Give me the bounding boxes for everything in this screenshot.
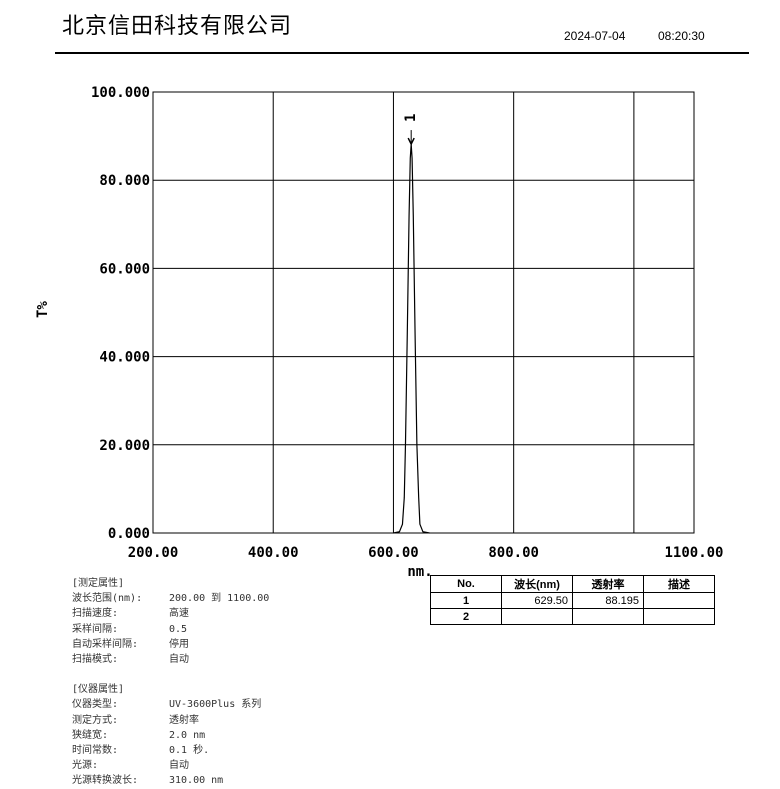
report-date: 2024-07-04 — [564, 29, 626, 43]
property-key: 光源转换波长: — [72, 775, 139, 787]
y-tick-label: 20.000 — [99, 438, 150, 454]
property-key: 时间常数: — [72, 745, 119, 757]
y-tick-label: 80.000 — [99, 173, 150, 189]
company-title: 北京信田科技有限公司 — [62, 14, 293, 39]
peak-table: No. 波长(nm) 透射率 描述 1 629.50 88.195 2 — [430, 575, 715, 625]
cell: 629.50 — [501, 592, 573, 609]
peak-label: 1 — [403, 114, 419, 122]
x-tick-label: 600.00 — [368, 545, 419, 561]
property-key: 扫描模式: — [72, 654, 119, 666]
property-value: 2.0 nm — [169, 729, 206, 741]
y-tick-label: 60.000 — [99, 261, 150, 277]
plot-frame — [152, 91, 695, 534]
cell — [643, 592, 715, 609]
property-key: 采样间隔: — [72, 623, 119, 635]
property-row: 光源转换波长: 310.00 nm — [72, 773, 269, 788]
property-value: 0.1 秒. — [169, 745, 210, 757]
cell: 1 — [430, 592, 502, 609]
property-key: 扫描速度: — [72, 608, 119, 620]
cell: 88.195 — [572, 592, 644, 609]
property-value: 310.00 nm — [169, 775, 224, 787]
x-tick-label: 200.00 — [128, 545, 179, 561]
property-value: 透射率 — [169, 714, 199, 726]
property-key: 测定方式: — [72, 714, 119, 726]
y-axis-label: T% — [35, 301, 51, 318]
header-divider — [55, 52, 749, 54]
property-value: 0.5 — [169, 623, 188, 635]
report-time: 08:20:30 — [658, 29, 705, 43]
instrument-section-title: [仪器属性] — [72, 684, 125, 696]
peak-table-header: No. 波长(nm) 透射率 描述 — [430, 575, 715, 593]
col-transmittance: 透射率 — [572, 575, 644, 593]
col-no: No. — [430, 575, 502, 593]
property-row: 光源: 自动 — [72, 758, 269, 773]
property-row: 自动采样间隔: 停用 — [72, 637, 269, 652]
y-tick-label: 100.000 — [91, 85, 150, 101]
cell: 2 — [430, 608, 502, 625]
x-tick-label: 400.00 — [248, 545, 299, 561]
property-row: 波长范围(nm): 200.00 到 1100.00 — [72, 591, 269, 606]
property-row: 扫描速度: 高速 — [72, 606, 269, 621]
property-key: 仪器类型: — [72, 699, 119, 711]
property-value: UV-3600Plus 系列 — [169, 699, 262, 711]
y-tick-label: 40.000 — [99, 350, 150, 366]
property-value: 高速 — [169, 608, 189, 620]
table-row: 2 — [430, 608, 715, 625]
peak-arrowhead-icon — [407, 137, 415, 146]
cell — [501, 608, 573, 625]
property-row: 仪器类型: UV-3600Plus 系列 — [72, 697, 269, 712]
x-tick-label: 1100.00 — [664, 545, 723, 561]
property-key: 自动采样间隔: — [72, 638, 139, 650]
property-key: 狭缝宽: — [72, 729, 109, 741]
x-axis-label: nm. — [407, 564, 432, 580]
properties-panel: [测定属性] 波长范围(nm): 200.00 到 1100.00 扫描速度: 高速采… — [72, 576, 269, 789]
property-key: 波长范围(nm): — [72, 593, 143, 605]
col-wavelength: 波长(nm) — [501, 575, 573, 593]
spectrum-line — [393, 144, 430, 534]
cell — [643, 608, 715, 625]
property-row: 测定方式: 透射率 — [72, 713, 269, 728]
property-row: 狭缝宽: 2.0 nm — [72, 728, 269, 743]
x-tick-label: 800.00 — [488, 545, 539, 561]
property-value: 自动 — [169, 760, 189, 772]
property-value: 200.00 到 1100.00 — [169, 593, 270, 605]
col-description: 描述 — [643, 575, 715, 593]
property-row: 采样间隔: 0.5 — [72, 622, 269, 637]
property-value: 停用 — [169, 638, 189, 650]
measure-section-title: [测定属性] — [72, 578, 125, 589]
property-row: 时间常数: 0.1 秒. — [72, 743, 269, 758]
property-row: 扫描模式: 自动 — [72, 652, 269, 667]
table-row: 1 629.50 88.195 — [430, 592, 715, 609]
cell — [572, 608, 644, 625]
property-key: 光源: — [72, 760, 99, 772]
property-value: 自动 — [169, 654, 189, 666]
y-tick-label: 0.000 — [108, 526, 150, 542]
